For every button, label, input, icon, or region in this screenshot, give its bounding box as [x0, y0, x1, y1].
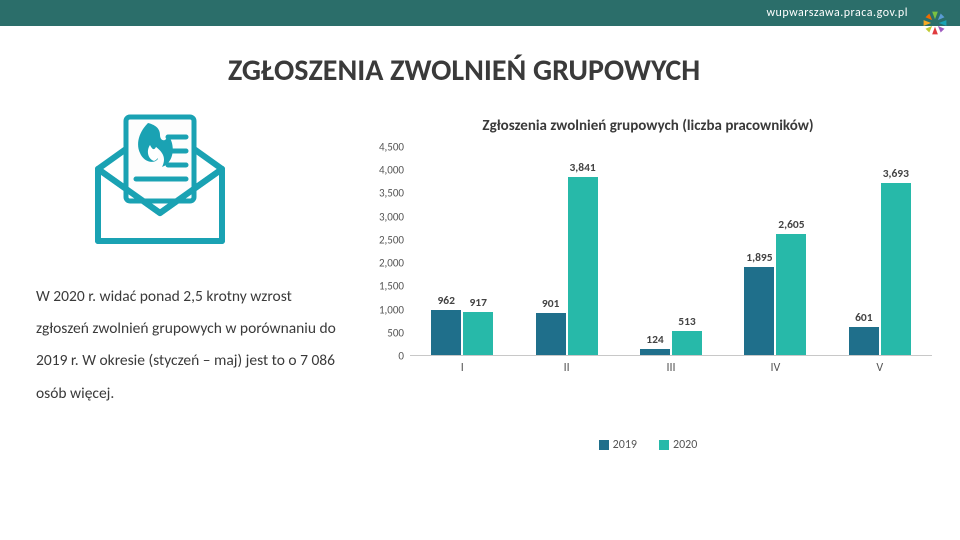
chart-bar: 513: [672, 331, 702, 355]
chart-title: Zgłoszenia zwolnień grupowych (liczba pr…: [356, 117, 940, 135]
y-axis-label: 0: [356, 350, 404, 363]
y-axis-label: 2,000: [356, 257, 404, 270]
legend-item: 2019: [599, 438, 637, 452]
top-bar: wupwarszawa.praca.gov.pl: [0, 0, 960, 26]
y-axis-label: 500: [356, 326, 404, 339]
chart-bar: 901: [536, 313, 566, 355]
chart-groups: 962917I9013,841II124513III1,8952,605IV60…: [410, 147, 932, 355]
bar-value-label: 917: [469, 296, 487, 310]
chart-group: 962917I: [410, 147, 514, 355]
chart-bar: 3,693: [881, 183, 911, 355]
y-axis-label: 2,500: [356, 233, 404, 246]
bar-value-label: 513: [678, 315, 696, 329]
bar-value-label: 3,693: [883, 167, 909, 181]
y-axis-label: 1,000: [356, 303, 404, 316]
bar-value-label: 124: [646, 333, 664, 347]
y-axis-label: 4,500: [356, 141, 404, 154]
chart-group: 9013,841II: [514, 147, 618, 355]
x-axis-label: III: [666, 361, 675, 375]
legend-swatch: [659, 440, 669, 450]
bar-value-label: 962: [437, 294, 455, 308]
bar-value-label: 3,841: [569, 161, 595, 175]
chart-bar: 601: [849, 327, 879, 355]
page-title: ZGŁOSZENIA ZWOLNIEŃ GRUPOWYCH: [228, 52, 960, 89]
legend-label: 2020: [673, 438, 697, 452]
legend-item: 2020: [659, 438, 697, 452]
bar-value-label: 1,895: [746, 251, 772, 265]
y-axis-label: 1,500: [356, 280, 404, 293]
y-axis-label: 3,000: [356, 210, 404, 223]
legend-swatch: [599, 440, 609, 450]
x-axis-label: IV: [771, 361, 781, 375]
chart-bar: 1,895: [744, 267, 774, 355]
chart-group: 6013,693V: [828, 147, 932, 355]
content-row: W 2020 r. widać ponad 2,5 krotny wzrost …: [0, 95, 960, 452]
body-paragraph: W 2020 r. widać ponad 2,5 krotny wzrost …: [36, 281, 336, 410]
chart-group: 1,8952,605IV: [723, 147, 827, 355]
chart-column: Zgłoszenia zwolnień grupowych (liczba pr…: [356, 111, 940, 452]
chart-legend: 2019 2020: [356, 438, 940, 452]
x-axis-label: V: [876, 361, 883, 375]
x-axis-label: I: [461, 361, 464, 375]
bar-value-label: 901: [542, 297, 560, 311]
chart-group: 124513III: [619, 147, 723, 355]
chart-bar: 124: [640, 349, 670, 355]
chart-bar: 917: [463, 312, 493, 355]
chart-area: 962917I9013,841II124513III1,8952,605IV60…: [356, 147, 936, 402]
corner-logo: [916, 4, 954, 42]
chart-bar: 2,605: [776, 234, 806, 355]
envelope-flame-icon: [80, 103, 240, 253]
x-axis-label: II: [564, 361, 570, 375]
bar-value-label: 2,605: [778, 218, 804, 232]
y-axis-label: 4,000: [356, 164, 404, 177]
legend-label: 2019: [613, 438, 637, 452]
chart-bar: 3,841: [568, 177, 598, 355]
chart-bar: 962: [431, 310, 461, 355]
bar-value-label: 601: [855, 311, 873, 325]
left-column: W 2020 r. widać ponad 2,5 krotny wzrost …: [36, 111, 356, 452]
chart-plot: 962917I9013,841II124513III1,8952,605IV60…: [410, 147, 932, 356]
y-axis-label: 3,500: [356, 187, 404, 200]
header-url: wupwarszawa.praca.gov.pl: [766, 6, 908, 20]
